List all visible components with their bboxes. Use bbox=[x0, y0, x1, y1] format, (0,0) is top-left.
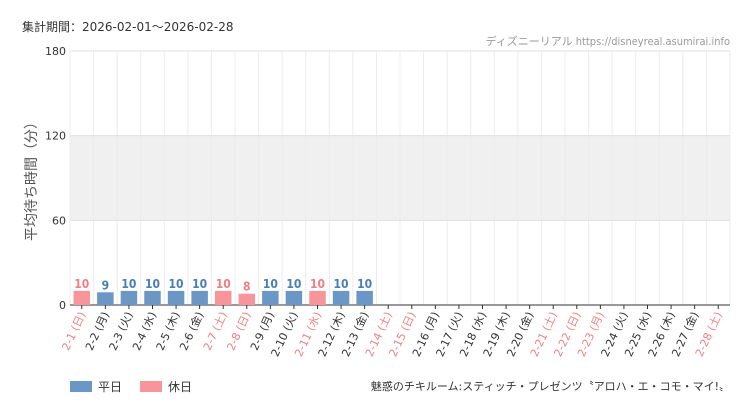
legend: 平日 休日 bbox=[70, 378, 192, 395]
bar bbox=[285, 290, 303, 305]
y-tick-label: 180 bbox=[45, 45, 66, 58]
data-label: 10 bbox=[145, 277, 160, 291]
legend-swatch-weekday bbox=[70, 381, 92, 392]
bar bbox=[167, 290, 185, 305]
data-label: 10 bbox=[216, 277, 231, 291]
source-label: ディズニーリアル https://disneyreal.asumirai.inf… bbox=[485, 35, 730, 48]
data-label: 9 bbox=[102, 278, 110, 292]
legend-item-holiday: 休日 bbox=[140, 378, 192, 395]
y-tick-label: 60 bbox=[52, 214, 66, 227]
data-label: 10 bbox=[121, 277, 136, 291]
bar bbox=[238, 293, 256, 305]
legend-item-weekday: 平日 bbox=[70, 378, 122, 395]
y-axis-label: 平均待ち時間（分） bbox=[24, 115, 40, 241]
data-label: 10 bbox=[192, 277, 207, 291]
data-label: 8 bbox=[243, 280, 251, 294]
data-label: 10 bbox=[334, 277, 349, 291]
legend-label-holiday: 休日 bbox=[168, 380, 193, 394]
legend-label-weekday: 平日 bbox=[98, 380, 123, 394]
data-label: 10 bbox=[74, 277, 89, 291]
data-label: 10 bbox=[310, 277, 325, 291]
bar bbox=[262, 290, 279, 305]
data-label: 10 bbox=[357, 277, 372, 291]
bar bbox=[309, 290, 326, 305]
bar bbox=[144, 290, 161, 305]
data-label: 10 bbox=[169, 277, 184, 291]
y-tick-label: 0 bbox=[59, 299, 66, 312]
bar bbox=[356, 290, 373, 305]
bar bbox=[332, 290, 350, 305]
bar bbox=[191, 290, 208, 305]
bar bbox=[97, 292, 114, 305]
bar bbox=[214, 290, 232, 305]
data-label: 10 bbox=[286, 277, 301, 291]
attraction-name: 魅惑のチキルーム:スティッチ・プレゼンツ〝アロハ・エ・コモ・マイ!〟 bbox=[370, 380, 730, 393]
data-label: 10 bbox=[263, 277, 278, 291]
bar bbox=[73, 290, 91, 305]
y-tick-label: 120 bbox=[45, 130, 66, 143]
legend-swatch-holiday bbox=[140, 381, 163, 392]
bar bbox=[120, 290, 138, 305]
period-label: 集計期間：2026-02-01～2026-02-28 bbox=[22, 20, 234, 34]
